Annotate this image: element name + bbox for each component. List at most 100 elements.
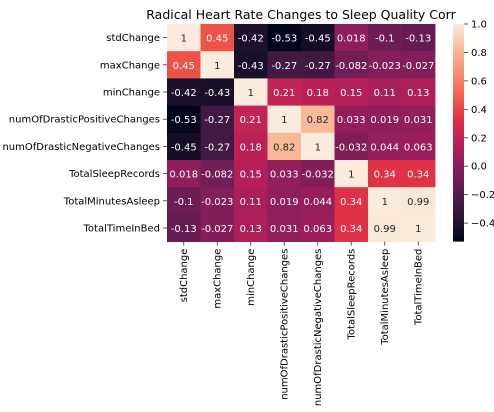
row-tick-label: maxChange [100, 60, 160, 71]
heatmap-cell-value: -0.43 [204, 88, 230, 99]
row-tick-label: TotalSleepRecords [68, 169, 160, 180]
heatmap-cell [401, 214, 436, 242]
heatmap-cell [368, 24, 402, 52]
heatmap-cell-value: 1 [348, 170, 354, 181]
heatmap-cell-value: 0.033 [270, 170, 299, 181]
heatmap-cell-value: -0.45 [171, 142, 197, 153]
heatmap-cell-value: 0.34 [340, 197, 362, 208]
colorbar-tick-label: 0.4 [471, 105, 487, 116]
heatmap-cell-value: 1 [281, 115, 287, 126]
column-tick-label: stdChange [179, 249, 190, 303]
heatmap-cell [334, 24, 369, 52]
heatmap-cell-value: 0.044 [303, 197, 332, 208]
heatmap-cell [368, 214, 402, 242]
heatmap-cell-labels: 1 0.45 -0.42 -0.53 -0.45 0.018 -0.1 -0.13 0.45 1 -… [169, 34, 434, 235]
heatmap-cell [200, 214, 235, 242]
heatmap-cell [267, 24, 302, 52]
heatmap-cell-value: 0.99 [374, 224, 396, 235]
heatmap-cell-value: -0.27 [305, 61, 331, 72]
heatmap-cell-value: 0.019 [270, 197, 299, 208]
heatmap-cell [401, 187, 436, 215]
heatmap-cell [301, 24, 335, 52]
heatmap-cell-value: 0.15 [340, 88, 362, 99]
heatmap-cell [234, 132, 268, 161]
heatmap-cell-value: -0.032 [335, 142, 367, 153]
heatmap-cell-value: -0.13 [171, 224, 197, 235]
heatmap-cell-value: -0.27 [204, 142, 230, 153]
heatmap-cell-value: 0.063 [404, 142, 433, 153]
heatmap-cell-value: 0.21 [240, 115, 262, 126]
heatmap-cell-value: -0.43 [238, 61, 264, 72]
heatmap-cell-value: -0.13 [405, 34, 431, 45]
heatmap-cell [334, 78, 369, 106]
heatmap-cell [334, 132, 369, 161]
heatmap-cell-value: -0.27 [204, 115, 230, 126]
heatmap-cell-value: 0.18 [240, 142, 262, 153]
heatmap-cell-value: 0.34 [340, 224, 362, 235]
heatmap-cell [368, 105, 402, 134]
heatmap-cell [167, 187, 201, 215]
heatmap-cell-value: -0.53 [171, 115, 197, 126]
colorbar-tick-label: −0.2 [471, 190, 494, 201]
heatmap-cell [368, 51, 402, 79]
heatmap-cell-value: 1 [382, 197, 388, 208]
row-tick-label: TotalTimeInBed [83, 224, 160, 235]
column-tick-labels: stdChange maxChange minChange numOfDrasticP… [179, 241, 425, 406]
colorbar-tick-label: 1.0 [471, 20, 487, 31]
heatmap-cell-value: -0.1 [174, 197, 194, 208]
heatmap-cell-value: 1 [248, 88, 254, 99]
chart-title: Radical Heart Rate Changes to Sleep Qual… [146, 7, 456, 22]
heatmap-cell [234, 51, 268, 79]
heatmap-cell [200, 105, 235, 134]
column-tick-label: TotalMinutesAsleep [380, 249, 391, 346]
colorbar-tick-label: 0.8 [471, 48, 487, 59]
heatmap-cell [401, 160, 436, 188]
heatmap-cell [267, 187, 302, 215]
heatmap-cell-value: 0.11 [374, 88, 396, 99]
column-tick-label: minChange [246, 249, 257, 306]
heatmap-cells [167, 24, 436, 242]
heatmap-cell [334, 214, 369, 242]
column-tick-label: numOfDrasticPositiveChanges [280, 249, 291, 400]
heatmap-cell [334, 51, 369, 79]
heatmap-cell-value: 0.15 [240, 170, 262, 181]
column-tick-label: TotalTimeInBed [414, 249, 425, 326]
heatmap-cell [267, 105, 302, 134]
row-tick-labels: stdChange maxChange minChange numOfDrasticP… [2, 33, 167, 235]
heatmap-cell [334, 187, 369, 215]
row-tick-label: numOfDrasticPositiveChanges [9, 115, 160, 126]
heatmap-cell [234, 78, 268, 106]
heatmap-cell-value: -0.45 [305, 34, 331, 45]
heatmap-cell-value: -0.53 [271, 34, 297, 45]
heatmap-cell [167, 51, 201, 79]
heatmap-cell-value: 0.34 [407, 170, 429, 181]
heatmap-cell [267, 78, 302, 106]
heatmap-cell-value: 0.019 [370, 115, 399, 126]
heatmap-cell-value: 0.033 [337, 115, 366, 126]
heatmap-cell [167, 132, 201, 161]
heatmap-cell [401, 78, 436, 106]
heatmap-cell-value: -0.023 [201, 197, 233, 208]
heatmap-cell [301, 105, 335, 134]
colorbar: −0.4 −0.2 0.0 0.2 0.4 0.6 0.8 1.0 [453, 20, 494, 242]
heatmap-cell-value: 1 [214, 61, 220, 72]
heatmap-cell [301, 132, 335, 161]
heatmap-cell [267, 51, 302, 79]
heatmap-cell-value: 0.82 [307, 115, 329, 126]
heatmap-cell [301, 78, 335, 106]
heatmap-cell [368, 187, 402, 215]
heatmap-cell [401, 132, 436, 161]
heatmap-cell-value: 0.063 [303, 224, 332, 235]
heatmap-cell-value: 0.99 [407, 197, 429, 208]
heatmap-cell [301, 214, 335, 242]
heatmap-cell-value: 0.45 [206, 34, 228, 45]
heatmap-cell [368, 160, 402, 188]
heatmap-cell [167, 160, 201, 188]
heatmap-cell-value: 0.21 [273, 88, 295, 99]
colorbar-tick-label: −0.4 [471, 219, 494, 230]
heatmap-cell-value: 0.45 [173, 61, 195, 72]
heatmap-cell-value: 0.13 [407, 88, 429, 99]
heatmap-cell-value: 0.13 [240, 224, 262, 235]
heatmap-cell [167, 78, 201, 106]
column-tick-label: TotalSleepRecords [347, 249, 358, 341]
